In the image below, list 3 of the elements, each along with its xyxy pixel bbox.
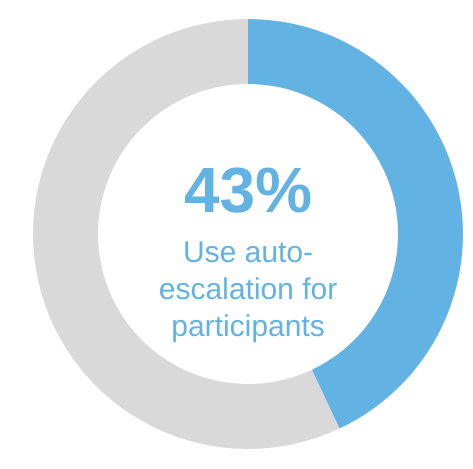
donut-slice	[33, 19, 340, 449]
data-label: 43%	[184, 154, 312, 226]
text: Use auto-escalation for participants	[158, 236, 338, 343]
